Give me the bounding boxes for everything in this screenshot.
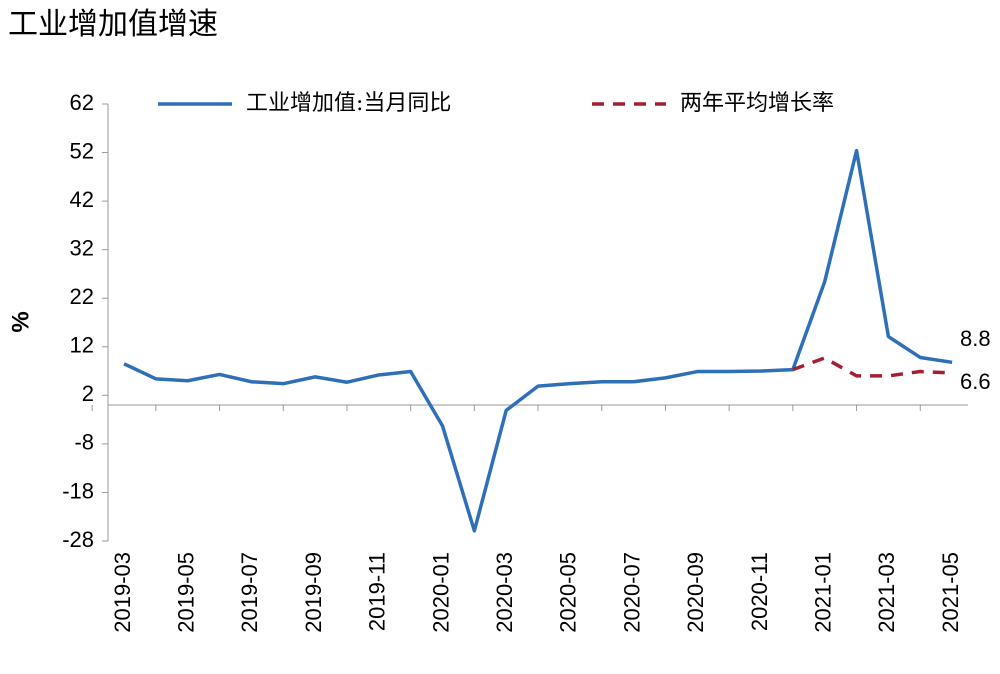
x-tick-label: 2019-07 — [237, 552, 262, 633]
x-tick-label: 2021-05 — [938, 552, 963, 633]
y-tick-label: 32 — [70, 235, 94, 260]
x-tick-label: 2020-01 — [428, 552, 453, 633]
y-tick-label: -8 — [74, 430, 94, 455]
series-line — [123, 148, 953, 533]
x-tick-label: 2021-01 — [811, 552, 836, 633]
legend-label: 工业增加值:当月同比 — [246, 91, 451, 116]
value-label: 6.6 — [960, 369, 991, 394]
value-label: 8.8 — [960, 326, 991, 351]
x-tick-label: 2020-05 — [556, 552, 581, 633]
y-tick-label: 62 — [70, 90, 94, 115]
y-tick-label: 12 — [70, 333, 94, 358]
x-tick-label: 2020-03 — [492, 552, 517, 633]
x-tick-label: 2020-09 — [683, 552, 708, 633]
y-tick-label: -18 — [62, 478, 94, 503]
series-line — [792, 356, 953, 378]
x-tick-label: 2020-11 — [747, 552, 772, 631]
x-tick-label: 2021-03 — [874, 552, 899, 633]
y-axis-label: % — [7, 311, 34, 332]
x-tick-label: 2019-11 — [365, 552, 390, 631]
x-tick-label: 2019-09 — [301, 552, 326, 633]
y-tick-label: 42 — [70, 187, 94, 212]
y-tick-label: -28 — [62, 527, 94, 552]
y-tick-label: 2 — [82, 381, 94, 406]
y-tick-label: 22 — [70, 284, 94, 309]
x-tick-label: 2020-07 — [619, 552, 644, 633]
x-tick-label: 2019-03 — [110, 552, 135, 633]
y-tick-label: 52 — [70, 138, 94, 163]
x-tick-label: 2019-05 — [174, 552, 199, 633]
legend-label: 两年平均增长率 — [680, 91, 834, 116]
chart-title: 工业增加值增速 — [8, 7, 218, 42]
